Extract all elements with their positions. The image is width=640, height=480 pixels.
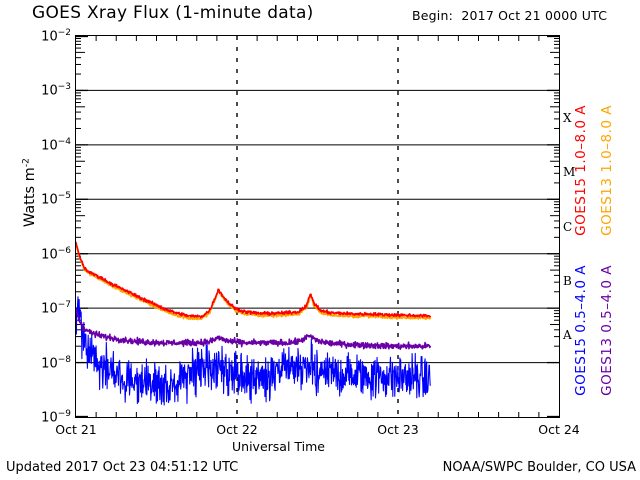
trace-goes15-0-5-4-0-a [76, 296, 431, 406]
x-tick-oct-23: Oct 23 [377, 422, 419, 437]
legend-label-goes15-long: GOES15 1.0–8.0 A [573, 105, 589, 236]
x-axis-title: Universal Time [232, 439, 325, 454]
y-tick-10-8: 10−8 [41, 354, 71, 371]
plot-canvas [76, 36, 559, 417]
credit-label: NOAA/SWPC Boulder, CO USA [442, 460, 636, 475]
page-title: GOES Xray Flux (1-minute data) [32, 3, 314, 23]
y-tick-10-3: 10−3 [41, 82, 71, 99]
legend-label-goes15-short: GOES15 0.5–4.0 A [573, 265, 589, 396]
y-tick-10-4: 10−4 [41, 136, 71, 154]
legend-label-goes13-short: GOES13 0.5–4.0 A [599, 265, 615, 396]
begin-time-label: Begin: 2017 Oct 21 0000 UTC [412, 8, 608, 23]
flare-class-B: B [563, 273, 572, 288]
x-tick-oct-24: Oct 24 [538, 422, 580, 437]
legend-label-goes13-long: GOES13 1.0–8.0 A [599, 105, 615, 236]
plot-area [75, 35, 560, 418]
trace-goes13-0-5-4-0-a [76, 307, 431, 350]
y-axis-title-exponent: -2 [21, 158, 32, 168]
y-tick-10-7: 10−7 [41, 300, 71, 317]
trace-goes15-1-0-8-0-a [76, 241, 431, 319]
y-axis-title-text: Watts m [22, 167, 39, 228]
y-tick-10-9: 10−9 [41, 409, 71, 426]
flare-class-A: A [563, 328, 572, 343]
y-tick-10-2: 10−2 [41, 28, 71, 45]
x-tick-oct-21: Oct 21 [55, 422, 97, 437]
flare-class-C: C [563, 219, 573, 234]
x-tick-oct-22: Oct 22 [216, 422, 258, 437]
trace-goes13-1-0-8-0-a [76, 244, 431, 321]
y-tick-10-5: 10−5 [41, 191, 71, 208]
flare-class-X: X [563, 110, 572, 125]
flare-class-M: M [563, 165, 576, 180]
updated-timestamp: Updated 2017 Oct 23 04:51:12 UTC [6, 460, 239, 475]
y-axis-title: Watts m-2 [21, 133, 39, 253]
y-tick-10-6: 10−6 [41, 245, 71, 263]
